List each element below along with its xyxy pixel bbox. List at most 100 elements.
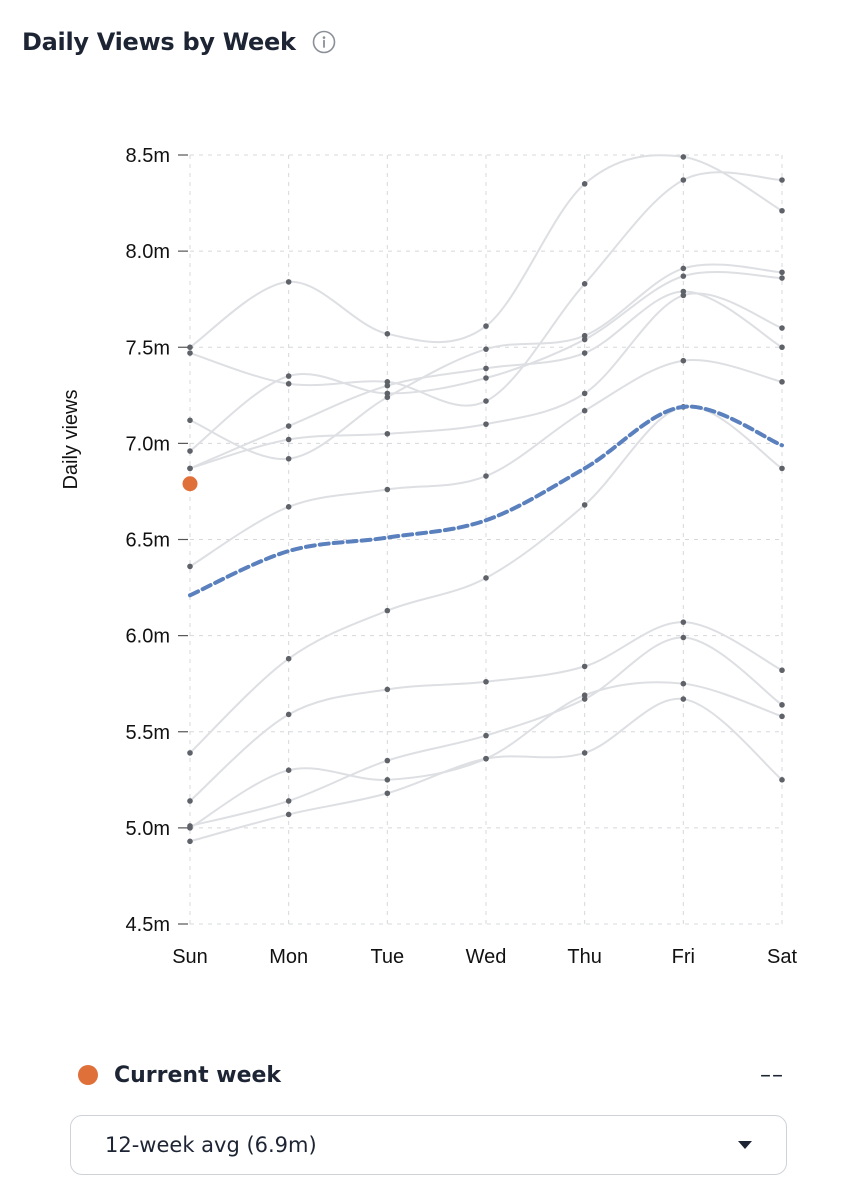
history-week-point (187, 563, 193, 570)
history-week-point (384, 790, 391, 797)
history-week-point (779, 379, 785, 385)
history-week-point (581, 281, 588, 287)
history-week-point (187, 798, 193, 804)
history-week-point (483, 421, 489, 427)
x-tick-label: Sat (767, 946, 797, 968)
history-week-point (581, 336, 588, 343)
history-week-point (483, 678, 489, 685)
history-week-point (779, 713, 785, 720)
history-week-point (187, 465, 193, 472)
history-week-point (680, 273, 687, 279)
history-week-point (285, 798, 292, 804)
history-week-point (581, 502, 588, 508)
grid (189, 154, 783, 925)
history-week-point (680, 357, 687, 364)
history-week-point (581, 390, 588, 397)
history-week-point (581, 350, 588, 356)
history-week-point (581, 407, 588, 414)
history-week-point (779, 207, 785, 214)
history-week-point (779, 325, 785, 331)
history-week-point (384, 330, 391, 337)
history-week-point (285, 711, 292, 718)
x-tick-label: Sun (172, 946, 208, 968)
history-week-point (483, 398, 489, 404)
history-week-point (680, 292, 687, 299)
history-week-point (285, 423, 292, 429)
history-week-point (187, 344, 193, 351)
history-week-point (483, 755, 489, 762)
select-value: 12-week avg (6.9m) (105, 1133, 317, 1157)
y-tick-label: 7.0m (126, 433, 170, 455)
history-week-point (581, 692, 588, 699)
current-week-point (182, 476, 198, 492)
history-week-point (384, 379, 391, 385)
x-tick-label: Tue (370, 946, 404, 968)
history-week-point (384, 607, 391, 614)
history-week-point (581, 750, 588, 756)
history-week-point (285, 373, 292, 379)
average-series (188, 404, 784, 598)
history-week-point (581, 332, 588, 339)
history-week-point (779, 667, 785, 674)
history-week-point (581, 663, 588, 670)
history-week-point (779, 177, 785, 183)
info-circle-icon[interactable] (312, 30, 336, 54)
history-week-point (483, 365, 489, 372)
history-week-point (483, 732, 489, 739)
history-week-point (680, 288, 687, 295)
history-week-point (384, 382, 391, 389)
y-tick-label: 5.5m (126, 722, 170, 744)
x-tick-label: Wed (466, 946, 507, 968)
history-week-point (285, 279, 292, 285)
history-week-point (285, 504, 292, 510)
history-week-point (483, 375, 489, 381)
y-tick-label: 4.5m (126, 914, 170, 936)
y-tick-label: 8.5m (126, 145, 170, 167)
history-week-point (384, 394, 391, 401)
axes: 4.5m 5.0m 5.5m 6.0m 6.5m 7.0m 7.5m 8.0m 8.5m Sun M… (60, 145, 797, 968)
history-week-point (779, 702, 785, 708)
history-week-point (680, 696, 687, 702)
history-week-point (187, 750, 193, 756)
history-week-point (187, 417, 193, 424)
y-tick-label: 5.0m (126, 818, 170, 840)
history-week-point (384, 390, 391, 397)
history-week-point (483, 346, 489, 352)
current-week-legend-dot (78, 1065, 98, 1085)
history-week-point (187, 838, 193, 845)
current-week-series (182, 476, 198, 492)
legend: Current week –– (78, 1060, 784, 1090)
x-tick-label: Mon (269, 946, 308, 968)
history-week-point (285, 655, 292, 662)
x-tick-label: Thu (567, 946, 601, 968)
history-week-point (187, 825, 193, 831)
daily-views-chart: 4.5m 5.0m 5.5m 6.0m 6.5m 7.0m 7.5m 8.0m 8.5m Sun M… (60, 145, 797, 968)
history-week-point (581, 696, 588, 702)
y-tick-label: 7.5m (126, 337, 170, 359)
history-week-point (680, 680, 687, 687)
history-week-point (680, 177, 687, 183)
chart-title: Daily Views by Week (22, 28, 296, 56)
history-week-point (779, 275, 785, 281)
y-tick-label: 8.0m (126, 241, 170, 263)
history-week-point (285, 436, 292, 443)
history-week-point (779, 465, 785, 472)
y-axis-title: Daily views (60, 389, 82, 489)
history-week-point (680, 619, 687, 625)
history-week-point (483, 575, 489, 581)
legend-label: Current week (114, 1062, 282, 1088)
history-week-point (779, 344, 785, 351)
history-week-point (680, 265, 687, 272)
history-week-point (779, 269, 785, 276)
history-lines (187, 154, 785, 845)
history-week-point (285, 811, 292, 818)
history-week-point (779, 777, 785, 783)
history-week-point (384, 777, 391, 783)
average-period-select[interactable]: 12-week avg (6.9m) (70, 1115, 787, 1175)
average-line (188, 404, 784, 598)
chart-header: Daily Views by Week (22, 28, 336, 56)
y-tick-label: 6.5m (126, 530, 170, 552)
history-week-point (285, 380, 292, 387)
history-week-point (384, 430, 391, 437)
y-tick-label: 6.0m (126, 626, 170, 648)
